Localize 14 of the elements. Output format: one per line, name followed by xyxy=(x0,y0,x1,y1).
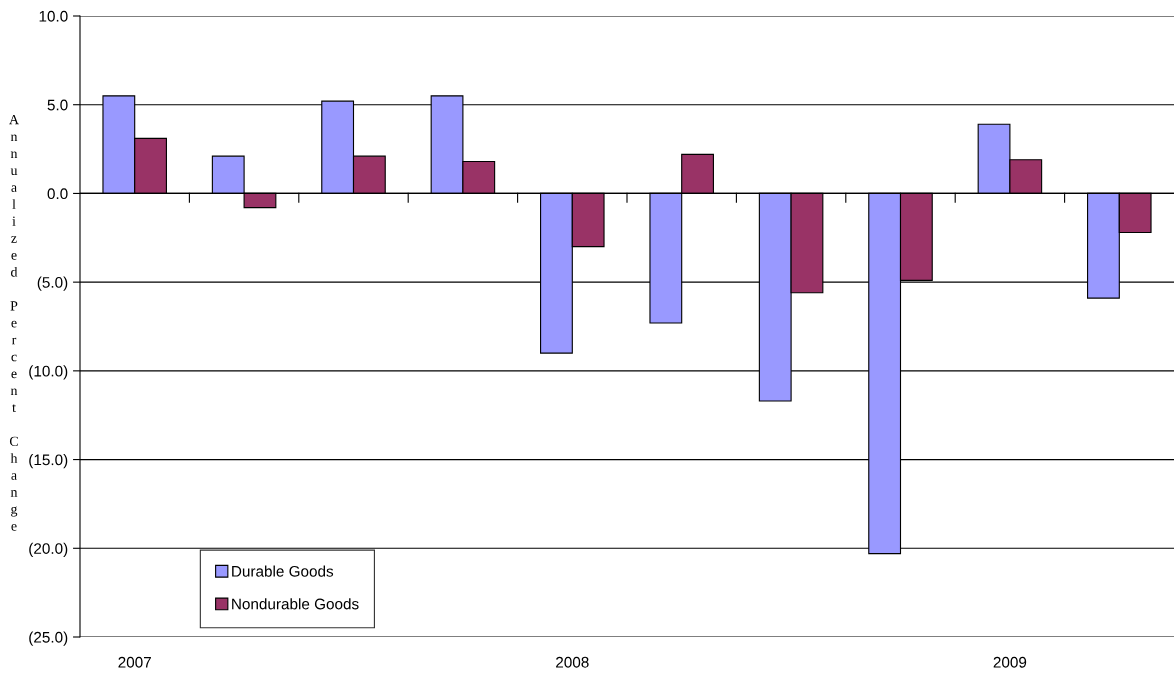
y-tick-label: (5.0) xyxy=(37,276,68,291)
legend-label: Durable Goods xyxy=(232,565,334,577)
y-tick-label: 10.0 xyxy=(39,10,68,22)
y-tick-label: (25.0) xyxy=(29,631,68,646)
y-tick-label: (20.0) xyxy=(29,542,68,557)
y-tick-label: (15.0) xyxy=(29,454,68,469)
x-tick-label: 2007 xyxy=(118,656,151,668)
legend-label: Nondurable Goods xyxy=(232,598,359,610)
x-tick-label: 2008 xyxy=(556,656,589,668)
y-tick-label: 5.0 xyxy=(47,99,68,111)
y-tick-label: (10.0) xyxy=(29,365,68,380)
y-tick-label: 0.0 xyxy=(47,188,68,200)
text: Annualized Percent Change xyxy=(9,114,19,531)
x-tick-label: 2009 xyxy=(993,656,1027,668)
